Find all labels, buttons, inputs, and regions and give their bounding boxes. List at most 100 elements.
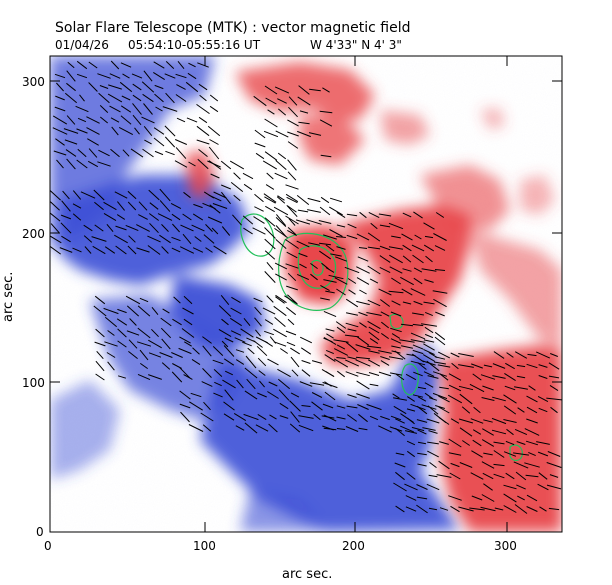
field-vector (98, 92, 110, 104)
field-vector (192, 347, 200, 355)
field-vector (336, 224, 346, 228)
field-vector (410, 339, 426, 343)
field-vector (268, 423, 278, 433)
field-vector (538, 375, 548, 379)
field-vector (117, 328, 127, 338)
field-vector (117, 201, 125, 211)
field-vector (54, 73, 66, 79)
field-vector (301, 369, 311, 377)
field-vector (127, 201, 137, 211)
field-vector (94, 295, 106, 305)
field-vector (323, 414, 337, 422)
field-vector (401, 345, 413, 349)
field-vector (106, 223, 114, 233)
field-vector (75, 105, 89, 113)
field-vector (264, 227, 276, 239)
field-vector (131, 73, 143, 79)
field-vector (393, 405, 407, 415)
field-vector (367, 299, 381, 307)
y-tick-label: 0 (36, 525, 44, 539)
field-vector (368, 331, 380, 341)
field-vector (221, 184, 231, 190)
field-vector (299, 110, 309, 114)
field-vector (388, 356, 404, 360)
field-vector (368, 326, 380, 334)
field-vector (277, 152, 287, 160)
field-vector (244, 422, 258, 434)
field-vector (170, 202, 182, 210)
field-vector (379, 224, 391, 228)
y-tick-label: 100 (22, 376, 45, 390)
field-vector (285, 193, 299, 203)
field-vector (253, 95, 267, 107)
field-vector (230, 317, 242, 327)
field-vector (159, 234, 171, 244)
field-vector (525, 440, 539, 446)
field-vector (139, 349, 149, 361)
field-vector (336, 344, 346, 350)
field-vector (417, 386, 427, 390)
field-vector (77, 148, 87, 158)
field-vector (526, 494, 538, 502)
field-vector (298, 415, 314, 419)
field-vector (287, 171, 297, 181)
field-vector (318, 220, 332, 224)
field-vector (414, 234, 422, 240)
field-vector (98, 149, 110, 157)
field-vector (426, 483, 440, 491)
field-vector (218, 305, 232, 317)
field-vector (424, 333, 434, 339)
field-vector (171, 371, 183, 383)
field-vector (428, 351, 438, 359)
field-vector (526, 406, 538, 414)
field-vector (288, 106, 298, 118)
field-vector (407, 450, 415, 458)
field-vector (83, 224, 93, 232)
field-vector (325, 267, 335, 273)
field-vector (546, 484, 562, 490)
field-vector (323, 427, 337, 431)
field-vector (247, 347, 255, 355)
field-vector (434, 245, 446, 251)
field-vector (329, 206, 343, 216)
field-vector (275, 225, 287, 237)
field-vector (424, 279, 434, 283)
field-vector (223, 345, 235, 357)
field-vector (221, 340, 229, 348)
field-vector (286, 196, 298, 204)
field-vector (128, 351, 138, 359)
field-vector (274, 262, 288, 270)
field-vector (296, 240, 310, 248)
field-vector (298, 85, 310, 95)
field-vector (209, 105, 219, 113)
field-vector (390, 372, 402, 376)
field-vector (330, 253, 342, 257)
field-vector (393, 482, 407, 492)
field-vector (309, 382, 325, 386)
field-vector (92, 245, 106, 255)
field-vector (285, 306, 297, 316)
field-vector (179, 246, 195, 254)
field-vector (232, 214, 242, 226)
field-vector (347, 394, 357, 398)
field-vector (424, 382, 434, 388)
y-tick-label: 200 (22, 227, 45, 241)
field-vector (139, 297, 149, 303)
field-vector (482, 472, 494, 480)
field-vector (132, 103, 142, 115)
field-vector (138, 214, 148, 220)
field-vector (56, 82, 64, 92)
field-vector (93, 305, 107, 317)
field-vector (264, 319, 274, 325)
field-vector (141, 81, 155, 93)
field-vector (104, 341, 118, 347)
field-vector (366, 345, 382, 349)
field-vector (537, 483, 549, 491)
field-vector (144, 139, 152, 145)
field-vector (107, 93, 123, 103)
field-vector (514, 504, 528, 514)
field-vector (470, 472, 484, 480)
field-vector (380, 299, 390, 307)
field-vector (165, 92, 175, 104)
field-vector (516, 484, 526, 490)
